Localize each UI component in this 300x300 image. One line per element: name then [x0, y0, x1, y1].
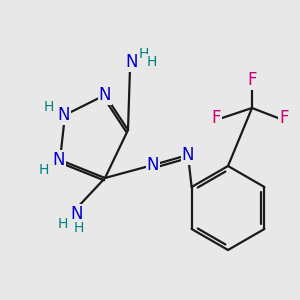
Text: N: N: [71, 205, 83, 223]
Text: N: N: [126, 53, 138, 71]
Text: H: H: [39, 163, 49, 177]
Text: N: N: [147, 156, 159, 174]
Text: H: H: [147, 55, 157, 69]
Text: N: N: [182, 146, 194, 164]
Text: N: N: [99, 86, 111, 104]
Text: F: F: [247, 71, 257, 89]
Text: N: N: [58, 106, 70, 124]
Text: H: H: [139, 47, 149, 61]
Text: H: H: [74, 221, 84, 235]
Text: N: N: [53, 151, 65, 169]
Text: H: H: [44, 100, 54, 114]
Text: F: F: [211, 109, 221, 127]
Text: H: H: [58, 217, 68, 231]
Text: F: F: [279, 109, 289, 127]
